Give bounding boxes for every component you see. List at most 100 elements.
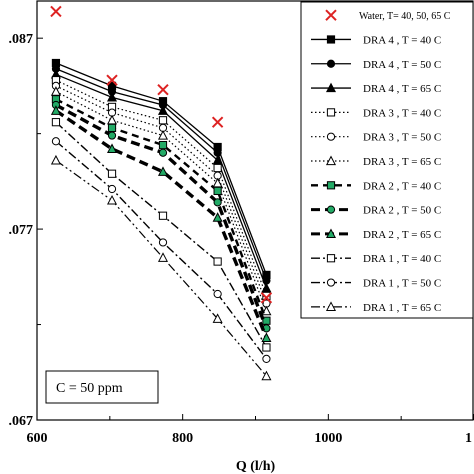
data-point — [158, 238, 168, 247]
legend-label: DRA 2 , T = 50 C — [363, 205, 441, 217]
data-point — [212, 313, 223, 323]
data-point — [107, 169, 117, 178]
series-dra-1-t-50-c — [51, 137, 271, 364]
legend-marker — [326, 205, 336, 214]
data-point — [262, 354, 271, 364]
data-point — [50, 105, 61, 115]
data-point — [107, 184, 117, 194]
data-point — [211, 116, 224, 128]
legend-marker — [326, 254, 336, 263]
data-point — [51, 118, 61, 127]
legend-marker — [326, 35, 336, 44]
series-dra-3-t-50-c — [51, 81, 271, 308]
data-point — [158, 116, 168, 125]
series-dra-3-t-65-c — [50, 86, 272, 316]
legend-marker — [325, 301, 337, 311]
series-dra-4-t-65-c — [50, 68, 272, 293]
data-point — [158, 140, 168, 150]
legend-label: DRA 3 , T = 65 C — [363, 156, 441, 168]
data-point — [158, 211, 168, 220]
data-point — [50, 5, 62, 18]
series-dra-2-t-50-c — [51, 100, 271, 333]
data-point — [106, 91, 118, 102]
y-axis: .067 .077 .087 — [9, 32, 43, 429]
y-tick-label: .087 — [9, 32, 34, 47]
legend-marker — [326, 108, 336, 117]
annotation-label: C = 50 ppm — [56, 381, 123, 396]
legend-label: DRA 2 , T = 40 C — [363, 180, 441, 192]
y-tick-label: .077 — [9, 223, 34, 238]
legend-label: Water, T= 40, 50, 65 C — [359, 11, 451, 22]
legend-marker — [325, 9, 337, 21]
legend-item: DRA 2 , T = 50 C — [311, 205, 441, 217]
legend-label: DRA 3 , T = 50 C — [363, 132, 441, 144]
legend-item: DRA 4 , T = 65 C — [311, 82, 441, 95]
data-point — [157, 166, 169, 176]
legend-marker — [326, 181, 336, 190]
legend-marker — [326, 59, 336, 68]
data-point — [50, 154, 61, 165]
legend-item: DRA 2 , T = 65 C — [311, 228, 441, 241]
data-point — [261, 332, 272, 343]
x-tick-label: 800 — [172, 431, 193, 446]
x-tick-label: 600 — [27, 431, 48, 446]
data-point — [157, 130, 169, 140]
legend-item: DRA 3 , T = 40 C — [311, 107, 441, 119]
data-point — [51, 137, 61, 146]
legend-item: DRA 2 , T = 40 C — [311, 180, 441, 192]
data-point — [212, 212, 223, 222]
series-line — [55, 98, 268, 322]
legend-item: DRA 1 , T = 40 C — [311, 253, 441, 265]
data-point — [213, 289, 222, 299]
legend-item: DRA 4 , T = 50 C — [311, 59, 441, 71]
data-point — [107, 123, 117, 133]
legend-marker — [325, 228, 337, 239]
data-point — [107, 131, 117, 140]
data-point — [106, 143, 118, 154]
legend-item: DRA 4 , T = 40 C — [311, 34, 441, 46]
y-tick-label: .067 — [9, 414, 34, 429]
data-point — [213, 257, 222, 266]
legend-marker — [325, 155, 337, 166]
data-point — [213, 186, 222, 196]
legend-label: DRA 3 , T = 40 C — [363, 107, 441, 119]
x-tick-label: 1000 — [314, 431, 342, 446]
legend-item: DRA 1 , T = 65 C — [311, 301, 441, 314]
data-point — [262, 343, 271, 352]
legend-marker — [325, 82, 337, 93]
plot-area — [36, 0, 474, 421]
data-point — [261, 370, 272, 381]
series-line — [55, 85, 267, 304]
data-point — [157, 105, 169, 115]
legend-item: Water, T= 40, 50, 65 C — [325, 9, 451, 22]
data-point — [157, 252, 169, 262]
data-point — [106, 74, 118, 86]
data-point — [106, 114, 118, 125]
data-point — [157, 84, 169, 96]
series-water-t-40-50-65-c — [50, 5, 273, 304]
legend-item: DRA 3 , T = 65 C — [311, 155, 441, 168]
x-axis: 600 800 1000 1 — [27, 414, 474, 446]
legend-label: DRA 4 , T = 65 C — [363, 83, 441, 95]
legend-label: DRA 4 , T = 50 C — [363, 59, 441, 71]
series-line — [55, 79, 267, 297]
legend-label: DRA 1 , T = 40 C — [363, 253, 441, 265]
series-dra-4-t-50-c — [51, 64, 271, 285]
legend-label: DRA 1 , T = 50 C — [363, 278, 441, 290]
legend-marker — [326, 132, 336, 141]
legend-label: DRA 4 , T = 40 C — [363, 34, 441, 46]
series-dra-1-t-40-c — [51, 118, 271, 352]
data-point — [261, 282, 272, 293]
annotation-box: C = 50 ppm — [45, 370, 159, 404]
legend: Water, T= 40, 50, 65 C DRA 4 , T = 40 C DR… — [300, 1, 474, 319]
data-point — [106, 194, 118, 205]
legend-marker — [326, 278, 336, 287]
legend-item: DRA 3 , T = 50 C — [311, 132, 441, 144]
x-tick-label: 1 — [465, 431, 472, 446]
series-dra-2-t-65-c — [50, 105, 272, 343]
legend-label: DRA 1 , T = 65 C — [363, 302, 441, 314]
x-axis-label: Q (l/h) — [236, 459, 276, 474]
legend-label: DRA 2 , T = 65 C — [363, 229, 441, 241]
data-point — [158, 148, 168, 157]
